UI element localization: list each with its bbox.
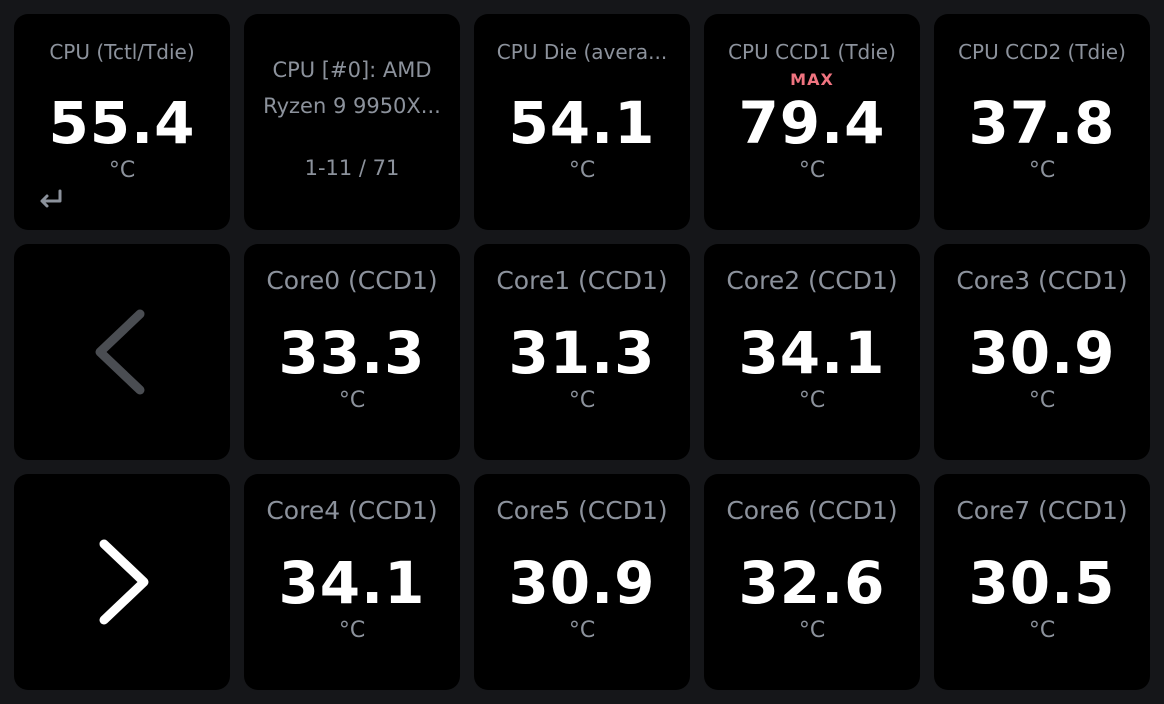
sensor-tile-core4[interactable]: Core4 (CCD1) 34.1 °C	[244, 474, 460, 690]
sensor-unit: °C	[568, 158, 596, 183]
page-indicator: 1-11 / 71	[304, 156, 400, 180]
return-icon[interactable]	[36, 188, 66, 212]
sensor-tile-core7[interactable]: Core7 (CCD1) 30.5 °C	[934, 474, 1150, 690]
sensor-label: Core5 (CCD1)	[496, 496, 668, 525]
sensor-value: 30.5	[968, 549, 1116, 617]
sensor-value: 79.4	[738, 89, 886, 157]
device-name-line1: CPU [#0]: AMD	[272, 58, 432, 82]
sensor-label: Core3 (CCD1)	[956, 266, 1128, 295]
sensor-unit: °C	[108, 158, 136, 183]
chevron-right-icon	[99, 539, 149, 625]
sensor-value: 54.1	[508, 89, 656, 157]
sensor-unit: °C	[568, 618, 596, 643]
sensor-value: 31.3	[508, 319, 656, 387]
sensor-tile-cpu-die-average[interactable]: CPU Die (avera... 54.1 °C	[474, 14, 690, 230]
sensor-grid: CPU (Tctl/Tdie) 55.4 °C CPU [#0]: AMD Ry…	[14, 14, 1150, 690]
sensor-label: Core6 (CCD1)	[726, 496, 898, 525]
sensor-unit: °C	[798, 388, 826, 413]
sensor-value: 32.6	[738, 549, 886, 617]
previous-page-button[interactable]	[14, 244, 230, 460]
sensor-unit: °C	[568, 388, 596, 413]
sensor-label: CPU CCD1 (Tdie)	[728, 40, 896, 64]
sensor-unit: °C	[1028, 158, 1056, 183]
sensor-label: CPU Die (avera...	[496, 40, 668, 64]
sensor-unit: °C	[338, 618, 366, 643]
sensor-unit: °C	[1028, 388, 1056, 413]
sensor-value: 37.8	[968, 89, 1116, 157]
sensor-unit: °C	[338, 388, 366, 413]
sensor-tile-cpu-ccd1[interactable]: CPU CCD1 (Tdie) MAX 79.4 °C	[704, 14, 920, 230]
max-badge: MAX	[790, 70, 834, 89]
sensor-unit: °C	[1028, 618, 1056, 643]
sensor-value: 34.1	[278, 549, 426, 617]
device-info-tile[interactable]: CPU [#0]: AMD Ryzen 9 9950X... 1-11 / 71	[244, 14, 460, 230]
chevron-left-icon	[95, 309, 145, 395]
sensor-tile-core0[interactable]: Core0 (CCD1) 33.3 °C	[244, 244, 460, 460]
sensor-tile-core2[interactable]: Core2 (CCD1) 34.1 °C	[704, 244, 920, 460]
device-name-line2: Ryzen 9 9950X...	[263, 94, 441, 118]
sensor-value: 55.4	[48, 89, 196, 157]
sensor-label: CPU CCD2 (Tdie)	[958, 40, 1126, 64]
sensor-unit: °C	[798, 158, 826, 183]
sensor-label: Core2 (CCD1)	[726, 266, 898, 295]
sensor-value: 33.3	[278, 319, 426, 387]
sensor-value: 34.1	[738, 319, 886, 387]
sensor-tile-cpu-ccd2[interactable]: CPU CCD2 (Tdie) 37.8 °C	[934, 14, 1150, 230]
sensor-label: Core7 (CCD1)	[956, 496, 1128, 525]
sensor-value: 30.9	[508, 549, 656, 617]
sensor-label: Core1 (CCD1)	[496, 266, 668, 295]
sensor-value: 30.9	[968, 319, 1116, 387]
sensor-tile-core5[interactable]: Core5 (CCD1) 30.9 °C	[474, 474, 690, 690]
sensor-tile-core1[interactable]: Core1 (CCD1) 31.3 °C	[474, 244, 690, 460]
next-page-button[interactable]	[14, 474, 230, 690]
sensor-label: CPU (Tctl/Tdie)	[49, 40, 195, 64]
sensor-unit: °C	[798, 618, 826, 643]
sensor-tile-core3[interactable]: Core3 (CCD1) 30.9 °C	[934, 244, 1150, 460]
sensor-label: Core0 (CCD1)	[266, 266, 438, 295]
sensor-label: Core4 (CCD1)	[266, 496, 438, 525]
sensor-tile-core6[interactable]: Core6 (CCD1) 32.6 °C	[704, 474, 920, 690]
sensor-tile-cpu-tctl[interactable]: CPU (Tctl/Tdie) 55.4 °C	[14, 14, 230, 230]
